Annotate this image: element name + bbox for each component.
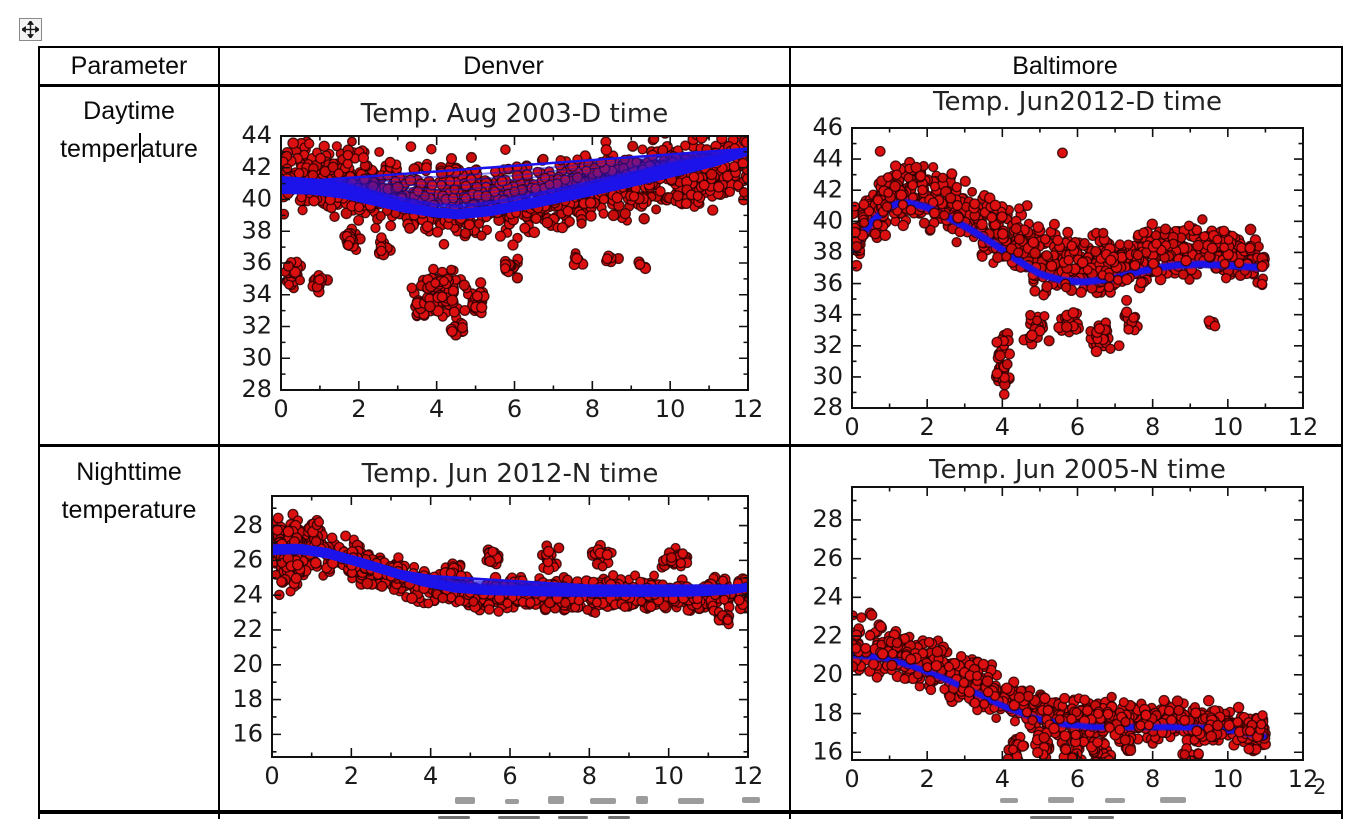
table-divider-row2 (38, 810, 1343, 814)
clipped-caption-remnant (678, 798, 704, 804)
figure-baltimore-nighttime-chart[interactable] (791, 447, 1340, 809)
clipped-caption-remnant (590, 798, 616, 804)
move-cross-icon (22, 21, 39, 38)
clipped-caption-remnant (455, 797, 475, 804)
table-border-right (1341, 46, 1343, 819)
figure-baltimore-daytime-chart[interactable] (791, 86, 1340, 444)
table-border-left (38, 46, 40, 819)
daytime-label-line2-pre: temper (60, 135, 138, 163)
chart-title-baltimore-nighttime: Temp. Jun 2005-N time (929, 455, 1226, 485)
row-label-nighttime-temperature[interactable]: Nighttime temperature (40, 453, 218, 529)
nighttime-label-line1: Nighttime (76, 458, 182, 486)
chart-title-denver-daytime: Temp. Aug 2003-D time (360, 99, 669, 129)
chart-title-baltimore-daytime: Temp. Jun2012-D time (932, 87, 1223, 117)
chart-title-denver-nighttime: Temp. Jun 2012-N time (361, 459, 659, 489)
clipped-caption-remnant (636, 796, 648, 804)
row-label-daytime-temperature[interactable]: Daytime temper ature (40, 92, 218, 168)
header-cell-denver[interactable]: Denver (463, 52, 544, 80)
clipped-next-row-remnant (558, 816, 588, 819)
clipped-next-row-remnant (1088, 816, 1114, 819)
clipped-next-row-remnant (608, 816, 630, 819)
table-divider-header (38, 84, 1343, 87)
clipped-caption-remnant (742, 797, 760, 803)
clipped-caption-remnant (1160, 797, 1186, 803)
header-cell-parameter[interactable]: Parameter (70, 52, 188, 80)
clipped-caption-remnant (1000, 798, 1018, 803)
figure-denver-nighttime-chart[interactable] (220, 447, 788, 809)
nighttime-label-line2: temperature (61, 496, 197, 524)
stray-page-number-fragment: 2 (1313, 775, 1327, 799)
clipped-next-row-remnant (498, 816, 540, 819)
text-caret (138, 133, 141, 163)
table-divider-row1 (38, 444, 1343, 447)
daytime-label-line1: Daytime (83, 97, 175, 125)
table-border-top (38, 46, 1343, 48)
clipped-caption-remnant (1048, 797, 1074, 803)
table-divider-col2 (789, 46, 791, 819)
daytime-label-line2-post: ature (140, 135, 198, 163)
clipped-caption-remnant (1105, 798, 1125, 803)
clipped-next-row-remnant (1030, 816, 1072, 819)
table-divider-col1 (218, 46, 220, 819)
clipped-caption-remnant (505, 799, 519, 804)
figure-denver-daytime-chart[interactable] (220, 86, 788, 444)
header-cell-baltimore[interactable]: Baltimore (1012, 52, 1118, 80)
clipped-caption-remnant (548, 796, 564, 804)
table-move-handle[interactable] (19, 18, 42, 41)
clipped-next-row-remnant (438, 816, 470, 819)
